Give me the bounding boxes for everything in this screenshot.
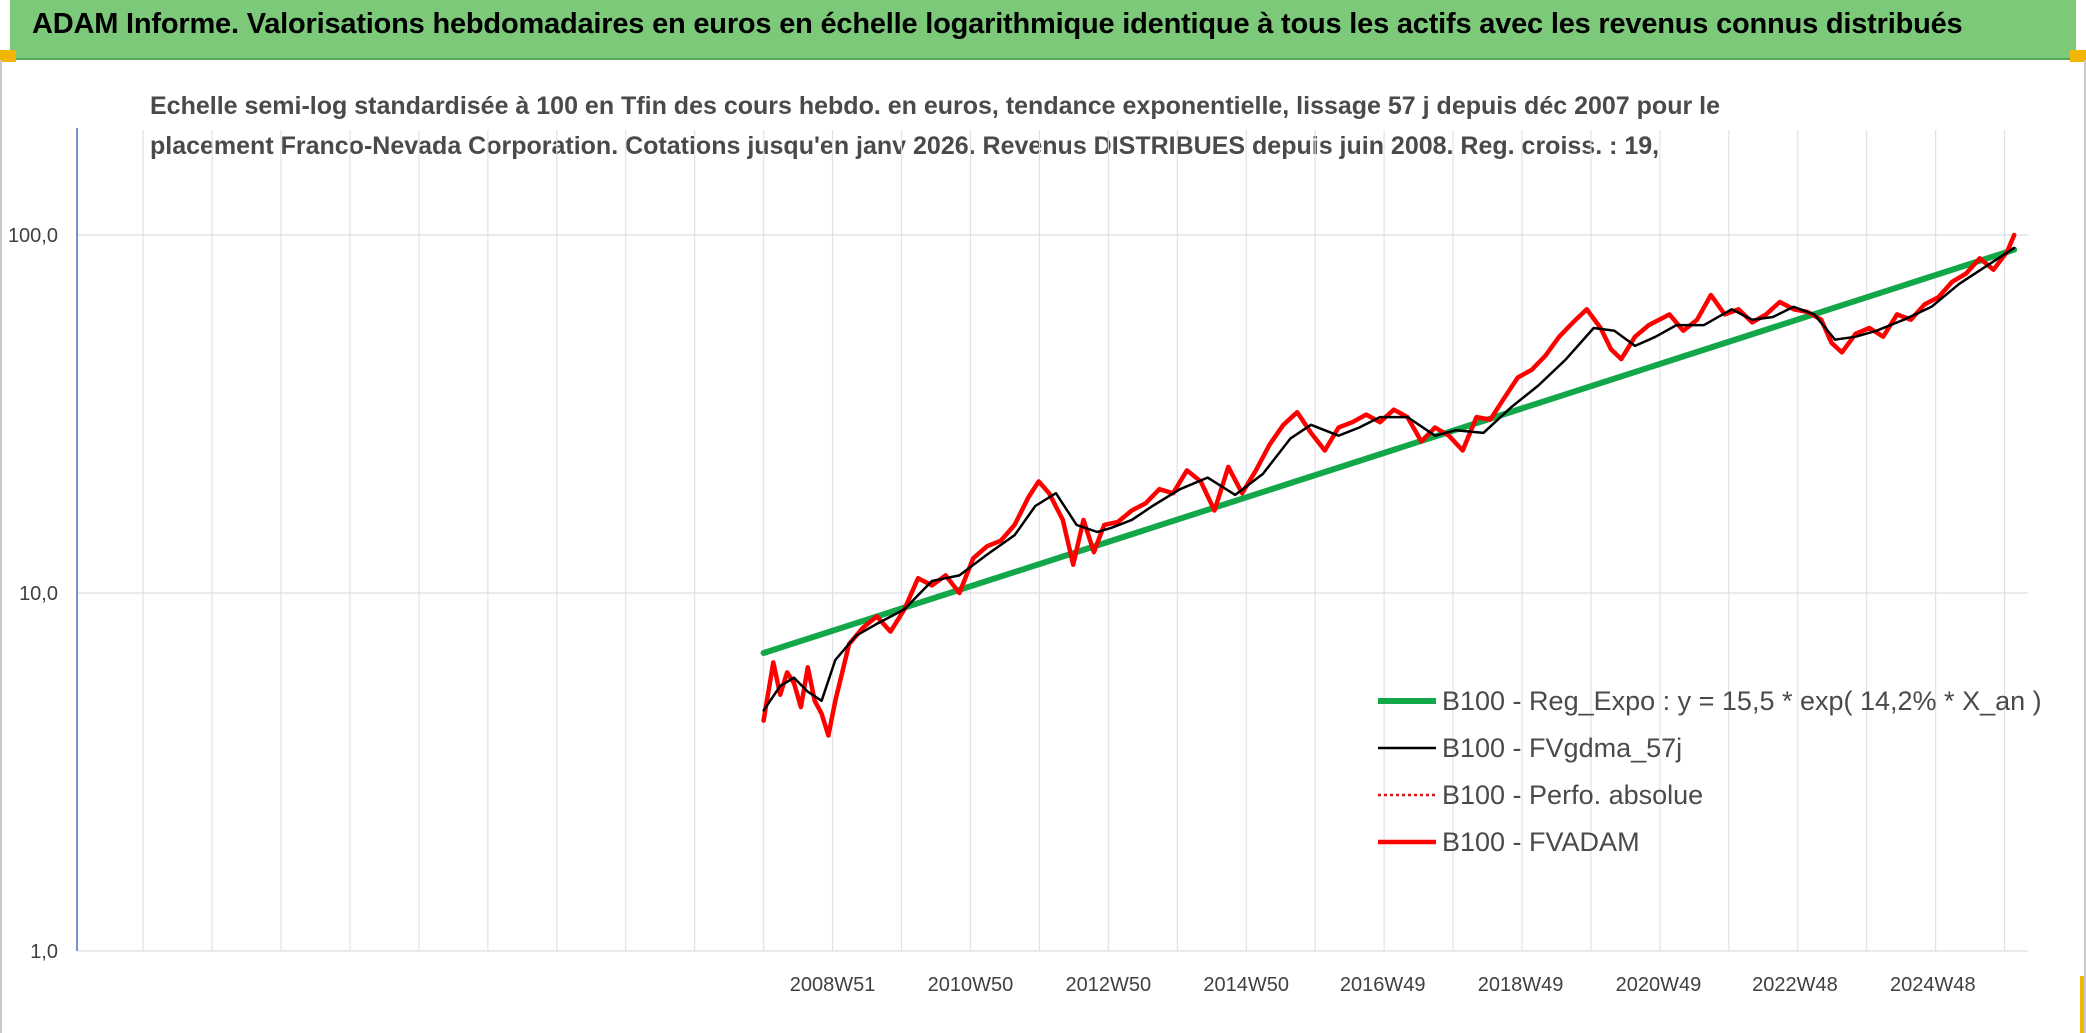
chart-subtitle-line-2: placement Franco-Nevada Corporation. Cot… <box>150 132 1660 160</box>
x-tick-label: 2024W48 <box>1890 974 1976 996</box>
x-tick-label: 2020W49 <box>1616 974 1702 996</box>
y-tick-label: 1,0 <box>30 941 58 963</box>
report-title: ADAM Informe. Valorisations hebdomadaire… <box>32 8 1963 40</box>
x-tick-label: 2022W48 <box>1752 974 1838 996</box>
legend-label: B100 - Perfo. absolue <box>1442 780 1703 810</box>
chart-subtitle: Echelle semi-log standardisée à 100 en T… <box>150 86 1720 166</box>
x-tick-label: 2016W49 <box>1340 974 1426 996</box>
corner-marker-top-right <box>2070 50 2086 62</box>
x-tick-label: 2008W51 <box>790 974 876 996</box>
corner-marker-top-left <box>0 50 16 62</box>
x-tick-label: 2018W49 <box>1478 974 1564 996</box>
y-tick-label: 10,0 <box>19 583 58 605</box>
chart-area <box>0 60 2086 1033</box>
chart-subtitle-line-1: Echelle semi-log standardisée à 100 en T… <box>150 92 1720 120</box>
series-line <box>760 246 2018 656</box>
legend-label: B100 - FVgdma_57j <box>1442 733 1682 763</box>
legend-label: B100 - FVADAM <box>1442 827 1640 857</box>
x-tick-label: 2014W50 <box>1203 974 1289 996</box>
x-tick-label: 2012W50 <box>1066 974 1152 996</box>
y-tick-label: 100,0 <box>8 225 58 247</box>
series-lines <box>760 232 2018 738</box>
grid-lines <box>77 130 2028 952</box>
axes: 1,0 10,0 100,0 2008W51 2010W50 2012W50 2014W50… <box>8 128 1976 996</box>
series-line <box>762 246 2016 712</box>
report-header: ADAM Informe. Valorisations hebdomadaire… <box>10 0 2076 60</box>
corner-marker-bottom-right <box>2080 976 2086 1033</box>
legend-label: B100 - Reg_Expo : y = 15,5 * exp( 14,2% … <box>1442 686 2042 716</box>
x-tick-label: 2010W50 <box>928 974 1014 996</box>
legend: B100 - Reg_Expo : y = 15,5 * exp( 14,2% … <box>1378 686 2042 857</box>
